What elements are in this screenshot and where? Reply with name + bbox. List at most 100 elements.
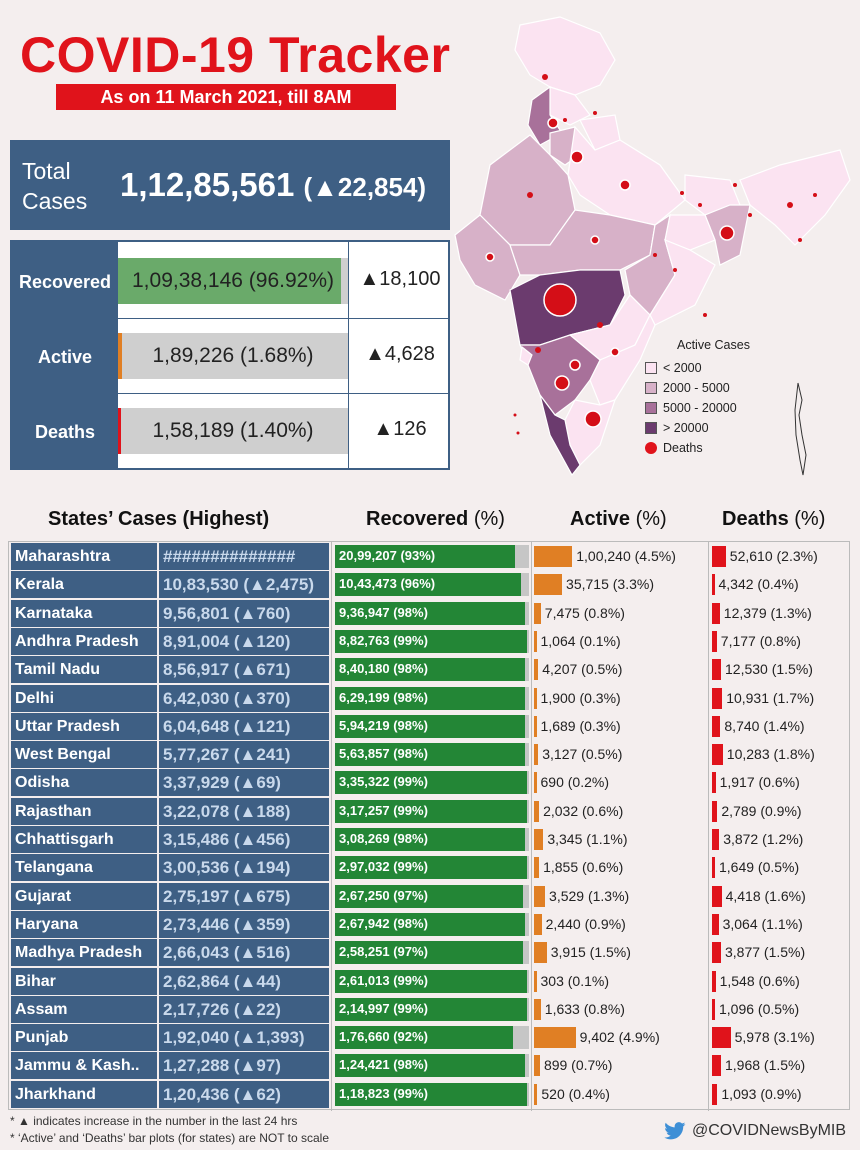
recovered-bar-label: 2,67,942 (98%) (339, 915, 428, 931)
deaths-bar (712, 687, 723, 709)
active-bar-label: 520 (0.4%) (541, 1085, 610, 1102)
table-row: Haryana 2,73,446 (▲359) 2,67,942 (98%) 2,44… (9, 910, 849, 938)
active-bar-label: 7,475 (0.8%) (544, 604, 625, 621)
active-bar-label: 690 (0.2%) (540, 774, 609, 791)
active-bar (534, 1055, 540, 1077)
legend-item: 5000 - 20000 (645, 398, 750, 418)
state-cases: 6,42,030 (▲370) (159, 684, 329, 712)
active-bar-label: 1,00,240 (4.5%) (576, 548, 676, 564)
deaths-bar (712, 857, 715, 879)
states-table: Maharashtra ############## 20,99,207 (93%)… (8, 541, 850, 1111)
map-region-andaman-islands (794, 382, 807, 476)
table-row: Telangana 3,00,536 (▲194) 2,97,032 (99%) 1,… (9, 853, 849, 882)
active-bar-label: 303 (0.1%) (540, 972, 609, 989)
active-bar (534, 970, 537, 992)
recovered-bar-fill (335, 743, 526, 767)
deaths-dot (535, 347, 541, 353)
recovered-bar-label: 2,67,250 (97%) (339, 887, 428, 903)
recovered-bar: 2,61,013 (99%) (335, 969, 529, 993)
active-bar (534, 1083, 538, 1105)
deaths-circle-delhi (570, 150, 584, 164)
table-row: Rajasthan 3,22,078 (▲188) 3,17,257 (99%) 2,… (9, 797, 849, 825)
state-cases: 2,73,446 (▲359) (159, 910, 329, 938)
table-row: Uttar Pradesh 6,04,648 (▲121) 5,94,219 (98… (9, 712, 849, 740)
total-cases-value: 1,12,85,561 (▲22,854) (120, 166, 426, 204)
summary-bar-fill (118, 408, 122, 454)
twitter-handle[interactable]: @COVIDNewsByMIB (664, 1122, 846, 1140)
state-cases: 8,56,917 (▲671) (159, 656, 329, 684)
state-cases: 9,56,801 (▲760) (159, 599, 329, 627)
state-name: Chhattisgarh (11, 826, 157, 853)
state-cases: 5,77,267 (▲241) (159, 741, 329, 769)
deaths-bar (712, 800, 718, 822)
col-head-active: Active (%) (570, 508, 667, 531)
legend-swatch (645, 382, 657, 394)
col-head-recovered-label: Recovered (366, 508, 469, 530)
recovered-bar-fill (335, 941, 524, 965)
deaths-dot (527, 192, 533, 198)
state-cases: 3,22,078 (▲188) (159, 797, 329, 825)
map-region-goa (519, 345, 533, 366)
summary-panel: Recovered 1,09,38,146 (96.92%) ▲18,100 Acti… (10, 240, 450, 470)
summary-row-divider (118, 393, 450, 394)
recovered-bar-label: 9,36,947 (98%) (339, 604, 428, 620)
active-bar-label: 35,715 (3.3%) (566, 576, 654, 593)
deaths-circle-uttar-pradesh (619, 179, 631, 191)
twitter-handle-text[interactable]: @COVIDNewsByMIB (692, 1122, 847, 1139)
summary-bar: 1,09,38,146 (96.92%) (118, 258, 348, 304)
state-cases: 3,15,486 (▲456) (159, 826, 329, 853)
table-row: Gujarat 2,75,197 (▲675) 2,67,250 (97%) 3,52… (9, 882, 849, 910)
state-cases: 1,92,040 (▲1,393) (159, 1024, 329, 1052)
legend-item-deaths: Deaths (645, 438, 750, 458)
state-name: West Bengal (11, 741, 157, 769)
recovered-bar: 5,94,219 (98%) (335, 714, 529, 738)
recovered-bar: 2,67,250 (97%) (335, 884, 529, 908)
deaths-bar-label: 1,917 (0.6%) (719, 774, 800, 791)
recovered-bar: 5,63,857 (98%) (335, 743, 529, 767)
deaths-bar-label: 8,740 (1.4%) (724, 717, 805, 734)
deaths-bar-label: 5,978 (3.1%) (734, 1029, 815, 1046)
summary-label-column (12, 242, 118, 468)
state-name: Jammu & Kash.. (11, 1052, 157, 1080)
table-row: Jammu & Kash.. 1,27,288 (▲97) 1,24,421 (98… (9, 1051, 849, 1080)
recovered-bar-fill (335, 912, 526, 936)
recovered-bar-fill (335, 545, 516, 568)
recovered-bar-fill (335, 1082, 528, 1106)
active-bar-label: 1,900 (0.3%) (540, 689, 621, 706)
map-region-kerala (539, 394, 581, 477)
map-region-andhra-pradesh (589, 313, 656, 406)
recovered-bar-label: 5,63,857 (98%) (339, 746, 428, 762)
table-row: Jharkhand 1,20,436 (▲62) 1,18,823 (99%) 520… (9, 1080, 849, 1108)
recovered-bar: 20,99,207 (93%) (335, 545, 529, 568)
active-bar (534, 800, 540, 822)
summary-row-active: Active 1,89,226 (1.68%) ▲4,628 (12, 319, 448, 394)
table-column-divider (331, 542, 332, 1111)
active-bar-label: 899 (0.7%) (543, 1057, 613, 1074)
recovered-bar-fill (335, 1026, 514, 1050)
active-bar-label: 3,345 (1.1%) (547, 831, 628, 847)
deaths-bar-label: 1,096 (0.5%) (719, 1000, 800, 1017)
state-name: Gujarat (11, 882, 157, 910)
deaths-bar-label: 12,530 (1.5%) (725, 661, 813, 678)
state-cases: 2,75,197 (▲675) (159, 882, 329, 910)
total-value-delta: (▲22,854) (303, 172, 427, 202)
deaths-bar (712, 772, 716, 794)
legend-label: 2000 - 5000 (663, 381, 730, 395)
recovered-bar-label: 10,43,473 (96%) (339, 576, 436, 592)
legend-item: 2000 - 5000 (645, 378, 750, 398)
deaths-bar-label: 52,610 (2.3%) (729, 548, 818, 564)
india-map-svg (454, 16, 851, 477)
deaths-dot (593, 111, 597, 115)
recovered-bar-fill (335, 828, 526, 851)
deaths-bar-label: 1,548 (0.6%) (719, 972, 800, 989)
summary-bar-text: 1,58,189 (1.40%) (152, 419, 314, 442)
recovered-bar-fill (335, 997, 528, 1021)
active-bar-label: 1,855 (0.6%) (543, 859, 624, 876)
deaths-dot (787, 202, 793, 208)
table-row: Delhi 6,42,030 (▲370) 6,29,199 (98%) 1,900 … (9, 684, 849, 712)
legend-label: > 20000 (663, 421, 709, 435)
state-name: Tamil Nadu (11, 656, 157, 684)
state-cases: 3,37,929 (▲69) (159, 769, 329, 797)
table-row: Assam 2,17,726 (▲22) 2,14,997 (99%) 1,633 (… (9, 995, 849, 1023)
state-cases: 2,62,864 (▲44) (159, 967, 329, 995)
